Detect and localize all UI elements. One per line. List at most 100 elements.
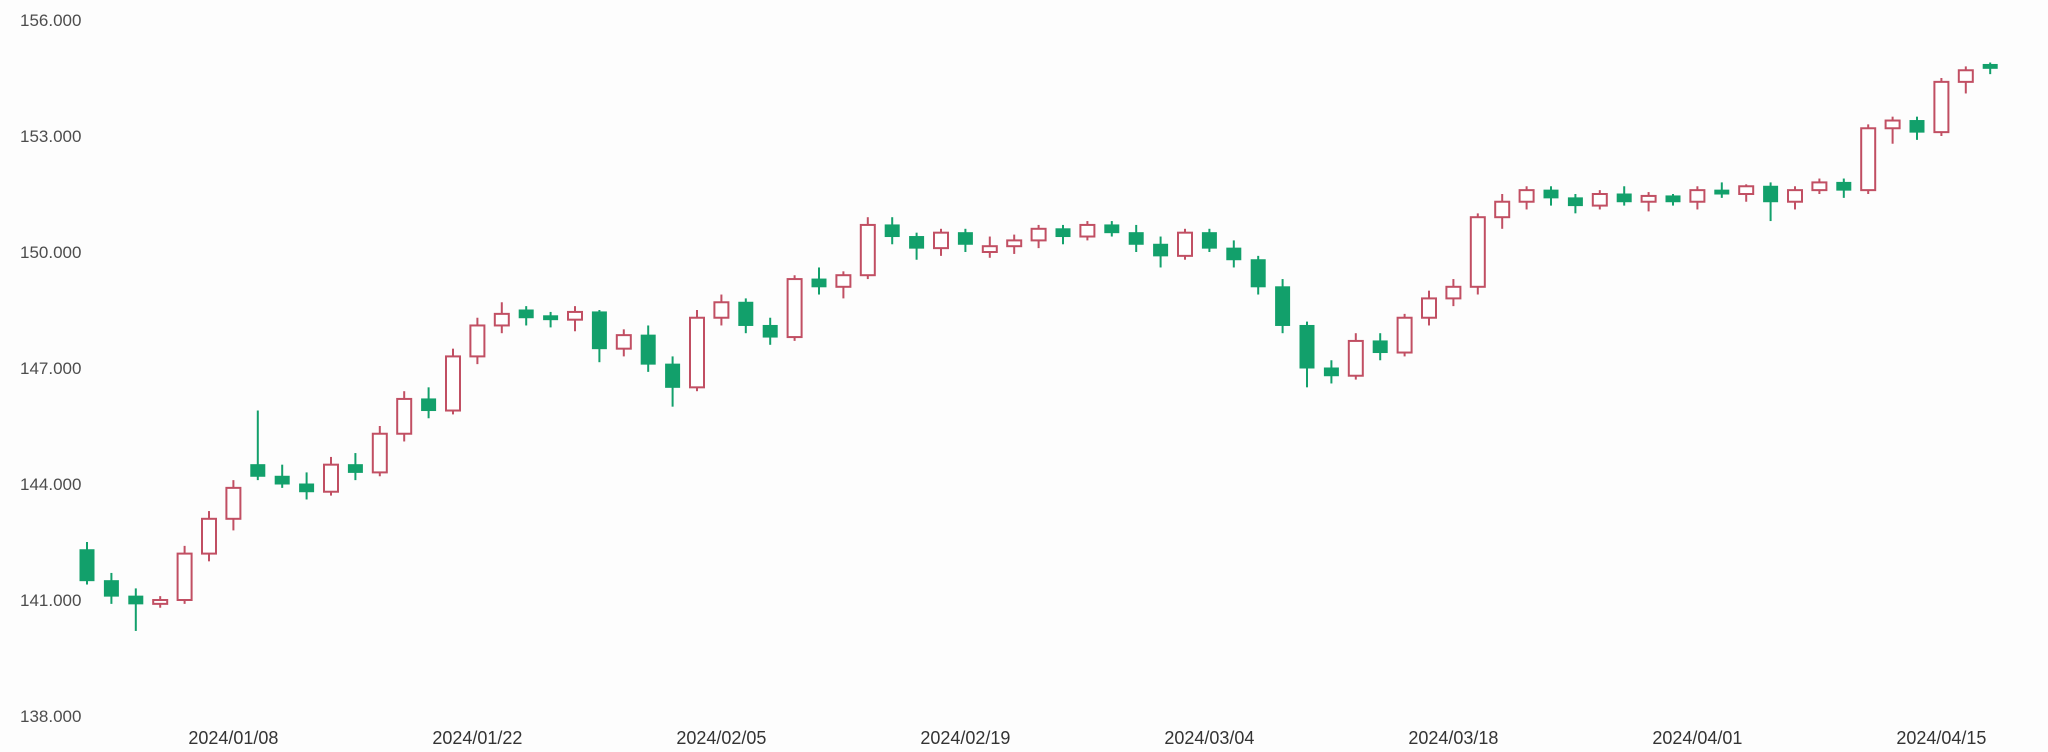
- candle-body-down: [1982, 63, 1998, 69]
- candle-body-down: [1372, 340, 1388, 354]
- candle-body-up: [1347, 339, 1364, 377]
- candle-body-up: [615, 334, 632, 350]
- candle-body-down: [957, 232, 973, 245]
- candle: [493, 302, 510, 334]
- candle: [1518, 186, 1535, 210]
- candle-body-down: [1763, 185, 1779, 203]
- candle-body-down: [250, 464, 266, 477]
- candle-body-up: [445, 355, 461, 412]
- candle: [762, 317, 778, 345]
- candle-body-up: [396, 397, 413, 435]
- candle-body-down: [1250, 259, 1266, 288]
- candle: [371, 426, 388, 477]
- candle-body-up: [1738, 185, 1755, 195]
- x-axis: 2024/01/08 2024/01/22 2024/02/05 2024/02/19…: [188, 728, 1986, 748]
- candle: [1836, 178, 1852, 198]
- candle-body-down: [1153, 243, 1169, 257]
- candle-body-down: [421, 398, 437, 412]
- candle-body-up: [1445, 285, 1462, 300]
- candle: [1372, 333, 1388, 361]
- candle: [1201, 228, 1217, 252]
- candle: [445, 348, 461, 415]
- candle-body-up: [1518, 189, 1535, 203]
- candle-body-up: [713, 301, 730, 319]
- candle: [1128, 224, 1144, 252]
- candle-body-up: [567, 310, 583, 321]
- candle-body-down: [738, 301, 754, 326]
- candle-body-down: [811, 278, 827, 288]
- candle: [225, 480, 242, 531]
- candle: [665, 356, 681, 407]
- candle: [1469, 213, 1486, 295]
- candle-body-up: [1421, 297, 1437, 319]
- candle-body-down: [884, 224, 900, 238]
- candle: [1909, 116, 1925, 140]
- candle: [176, 545, 193, 604]
- candle-body-down: [909, 236, 925, 249]
- candle: [786, 275, 803, 341]
- candle-body-down: [1714, 189, 1730, 195]
- candle: [1275, 279, 1291, 334]
- y-axis-tick-label: 138.000: [20, 707, 81, 726]
- candle: [884, 217, 900, 245]
- candle-body-up: [1494, 200, 1511, 219]
- candle-body-down: [1055, 228, 1071, 238]
- y-axis-tick-label: 144.000: [20, 475, 81, 494]
- candle-body-down: [762, 324, 778, 338]
- candle: [1957, 66, 1974, 94]
- y-axis-tick-label: 156.000: [20, 11, 81, 30]
- candle: [421, 387, 437, 419]
- candle: [859, 217, 876, 280]
- candle-body-up: [1884, 119, 1901, 130]
- candle-body-down: [1128, 232, 1144, 245]
- candle-body-down: [103, 580, 119, 597]
- candle: [1250, 255, 1266, 295]
- candle-body-up: [1933, 80, 1950, 134]
- candle: [811, 267, 827, 295]
- x-axis-tick-label: 2024/04/01: [1652, 728, 1742, 748]
- candle: [1689, 186, 1706, 210]
- candle: [1738, 184, 1755, 202]
- candle: [250, 410, 266, 481]
- candle: [1591, 190, 1608, 210]
- candle-body-down: [1567, 197, 1583, 207]
- x-axis-tick-label: 2024/03/04: [1164, 728, 1254, 748]
- candle: [1421, 290, 1437, 326]
- x-axis-tick-label: 2024/02/05: [676, 728, 766, 748]
- candle-body-down: [1543, 189, 1559, 199]
- candle: [518, 306, 534, 326]
- candle-body-up: [933, 231, 949, 250]
- candle-body-down: [79, 549, 95, 582]
- candle: [738, 298, 754, 334]
- candle: [103, 572, 119, 604]
- candle-series: [79, 62, 1998, 631]
- x-axis-tick-label: 2024/02/19: [920, 728, 1010, 748]
- candle-body-down: [1616, 193, 1632, 203]
- candle-body-up: [1177, 231, 1193, 257]
- candle: [1714, 182, 1730, 198]
- candle-body-up: [786, 278, 803, 339]
- candle: [567, 306, 583, 332]
- candle: [1763, 182, 1779, 222]
- candle: [299, 472, 315, 500]
- x-axis-tick-label: 2024/01/22: [432, 728, 522, 748]
- candle: [152, 596, 169, 608]
- candle: [1884, 116, 1901, 144]
- candle-body-up: [859, 223, 876, 277]
- candle: [1933, 78, 1950, 136]
- candle-body-down: [1275, 286, 1291, 326]
- candle-body-down: [591, 311, 607, 350]
- candle-body-down: [1226, 247, 1242, 261]
- x-axis-tick-label: 2024/04/15: [1896, 728, 1986, 748]
- candle-body-up: [1079, 223, 1096, 238]
- candle-body-up: [1030, 227, 1047, 242]
- candle: [933, 228, 949, 256]
- candle: [396, 391, 413, 442]
- y-axis-tick-label: 147.000: [20, 359, 81, 378]
- candle-body-up: [689, 316, 705, 389]
- candle: [591, 310, 607, 363]
- candle-body-up: [835, 274, 852, 288]
- candle-body-up: [493, 312, 510, 327]
